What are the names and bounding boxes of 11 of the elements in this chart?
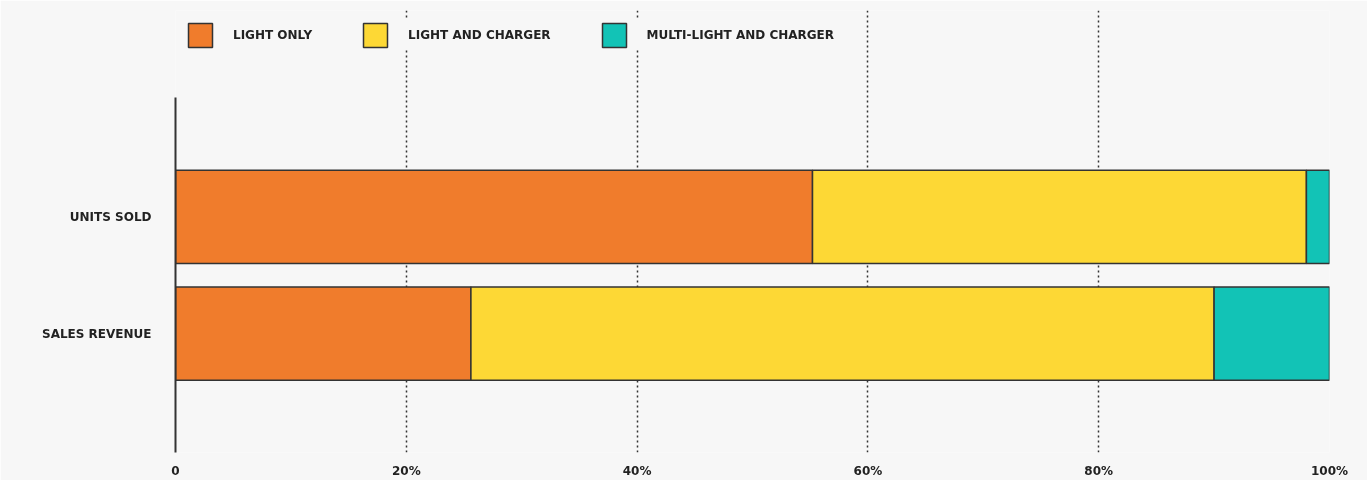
x-tick-label: 0: [171, 463, 180, 478]
x-tick-label: 100%: [1310, 463, 1349, 478]
x-tick-label: 40%: [622, 463, 652, 478]
legend-label: LIGHT ONLY: [233, 28, 313, 42]
x-tick-label: 20%: [391, 463, 421, 478]
legend-label: MULTI-LIGHT AND CHARGER: [646, 28, 835, 42]
y-tick-label: SALES REVENUE: [42, 326, 152, 341]
legend-label: LIGHT AND CHARGER: [408, 28, 551, 42]
x-tick-label: 80%: [1084, 463, 1114, 478]
x-tick-label: 60%: [853, 463, 883, 478]
y-tick-label: UNITS SOLD: [69, 209, 152, 224]
